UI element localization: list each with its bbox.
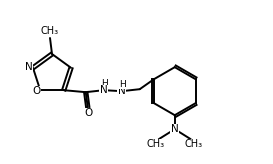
Text: N: N [25,62,33,72]
Text: CH₃: CH₃ [185,139,203,149]
Text: N: N [100,85,108,95]
Text: CH₃: CH₃ [41,26,59,36]
Text: CH₃: CH₃ [147,139,165,149]
Text: O: O [85,108,93,118]
Text: H: H [101,79,108,88]
Text: H: H [119,80,126,89]
Text: O: O [32,86,40,96]
Text: N: N [171,124,179,134]
Text: N: N [118,86,126,96]
